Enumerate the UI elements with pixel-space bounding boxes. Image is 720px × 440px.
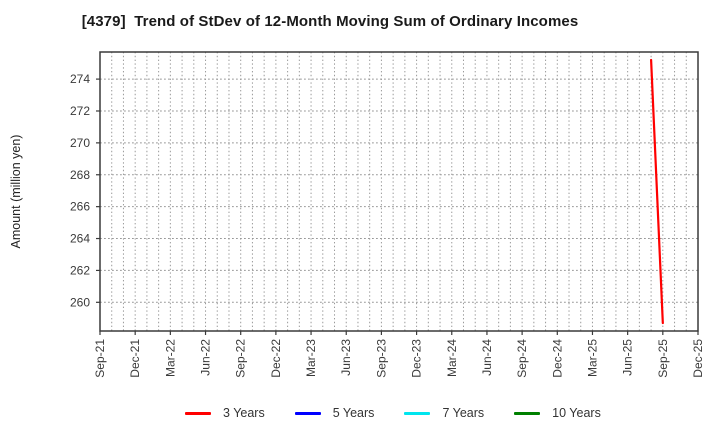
y-tick-label: 266 <box>70 200 90 214</box>
legend-label: 7 Years <box>442 406 485 420</box>
legend-label: 3 Years <box>223 406 265 420</box>
y-tick-label: 268 <box>70 168 90 182</box>
plot-frame <box>99 51 699 332</box>
y-tick-label: 272 <box>70 104 90 118</box>
series-line-3-years <box>649 58 664 325</box>
x-tick-label: Jun-24 <box>480 339 494 376</box>
y-tick-label: 270 <box>70 136 90 150</box>
y-axis-label: Amount (million yen) <box>9 135 23 249</box>
legend-label: 10 Years <box>552 406 601 420</box>
y-tick-label: 262 <box>70 263 90 277</box>
x-tick-label: Sep-25 <box>656 339 670 378</box>
legend-item-7-years: 7 Years <box>404 406 484 420</box>
legend: 3 Years 5 Years 7 Years 10 Years <box>0 406 720 420</box>
x-tick-label: Dec-24 <box>550 339 564 378</box>
legend-swatch <box>294 411 321 415</box>
x-tick-label: Mar-24 <box>445 339 459 377</box>
x-tick-label: Jun-23 <box>339 339 353 376</box>
x-tick-label: Sep-22 <box>234 339 248 378</box>
x-tick-label: Dec-22 <box>269 339 283 378</box>
legend-swatch <box>514 411 541 415</box>
legend-swatch <box>404 411 431 415</box>
x-tick-label: Jun-25 <box>621 339 635 376</box>
x-tick-label: Dec-23 <box>410 339 424 378</box>
x-tick-label: Sep-21 <box>93 339 107 378</box>
x-tick-label: Mar-22 <box>163 339 177 377</box>
x-tick-label: Mar-23 <box>304 339 318 377</box>
x-tick-label: Mar-25 <box>585 339 599 377</box>
legend-item-3-years: 3 Years <box>185 406 265 420</box>
x-tick-label: Sep-24 <box>515 339 529 378</box>
x-tick-label: Jun-22 <box>199 339 213 376</box>
y-tick-label: 274 <box>70 72 90 86</box>
y-tick-label: 260 <box>70 295 90 309</box>
legend-swatch <box>185 411 211 415</box>
y-tick-label: 264 <box>70 232 90 246</box>
x-tick-label: Dec-21 <box>128 339 142 378</box>
chart-title: [4379] Trend of StDev of 12-Month Moving… <box>81 13 579 30</box>
legend-label: 5 Years <box>332 406 375 420</box>
legend-item-10-years: 10 Years <box>514 406 601 420</box>
x-tick-label: Sep-23 <box>374 339 388 378</box>
x-tick-label: Dec-25 <box>691 339 705 378</box>
legend-item-5-years: 5 Years <box>294 406 375 420</box>
